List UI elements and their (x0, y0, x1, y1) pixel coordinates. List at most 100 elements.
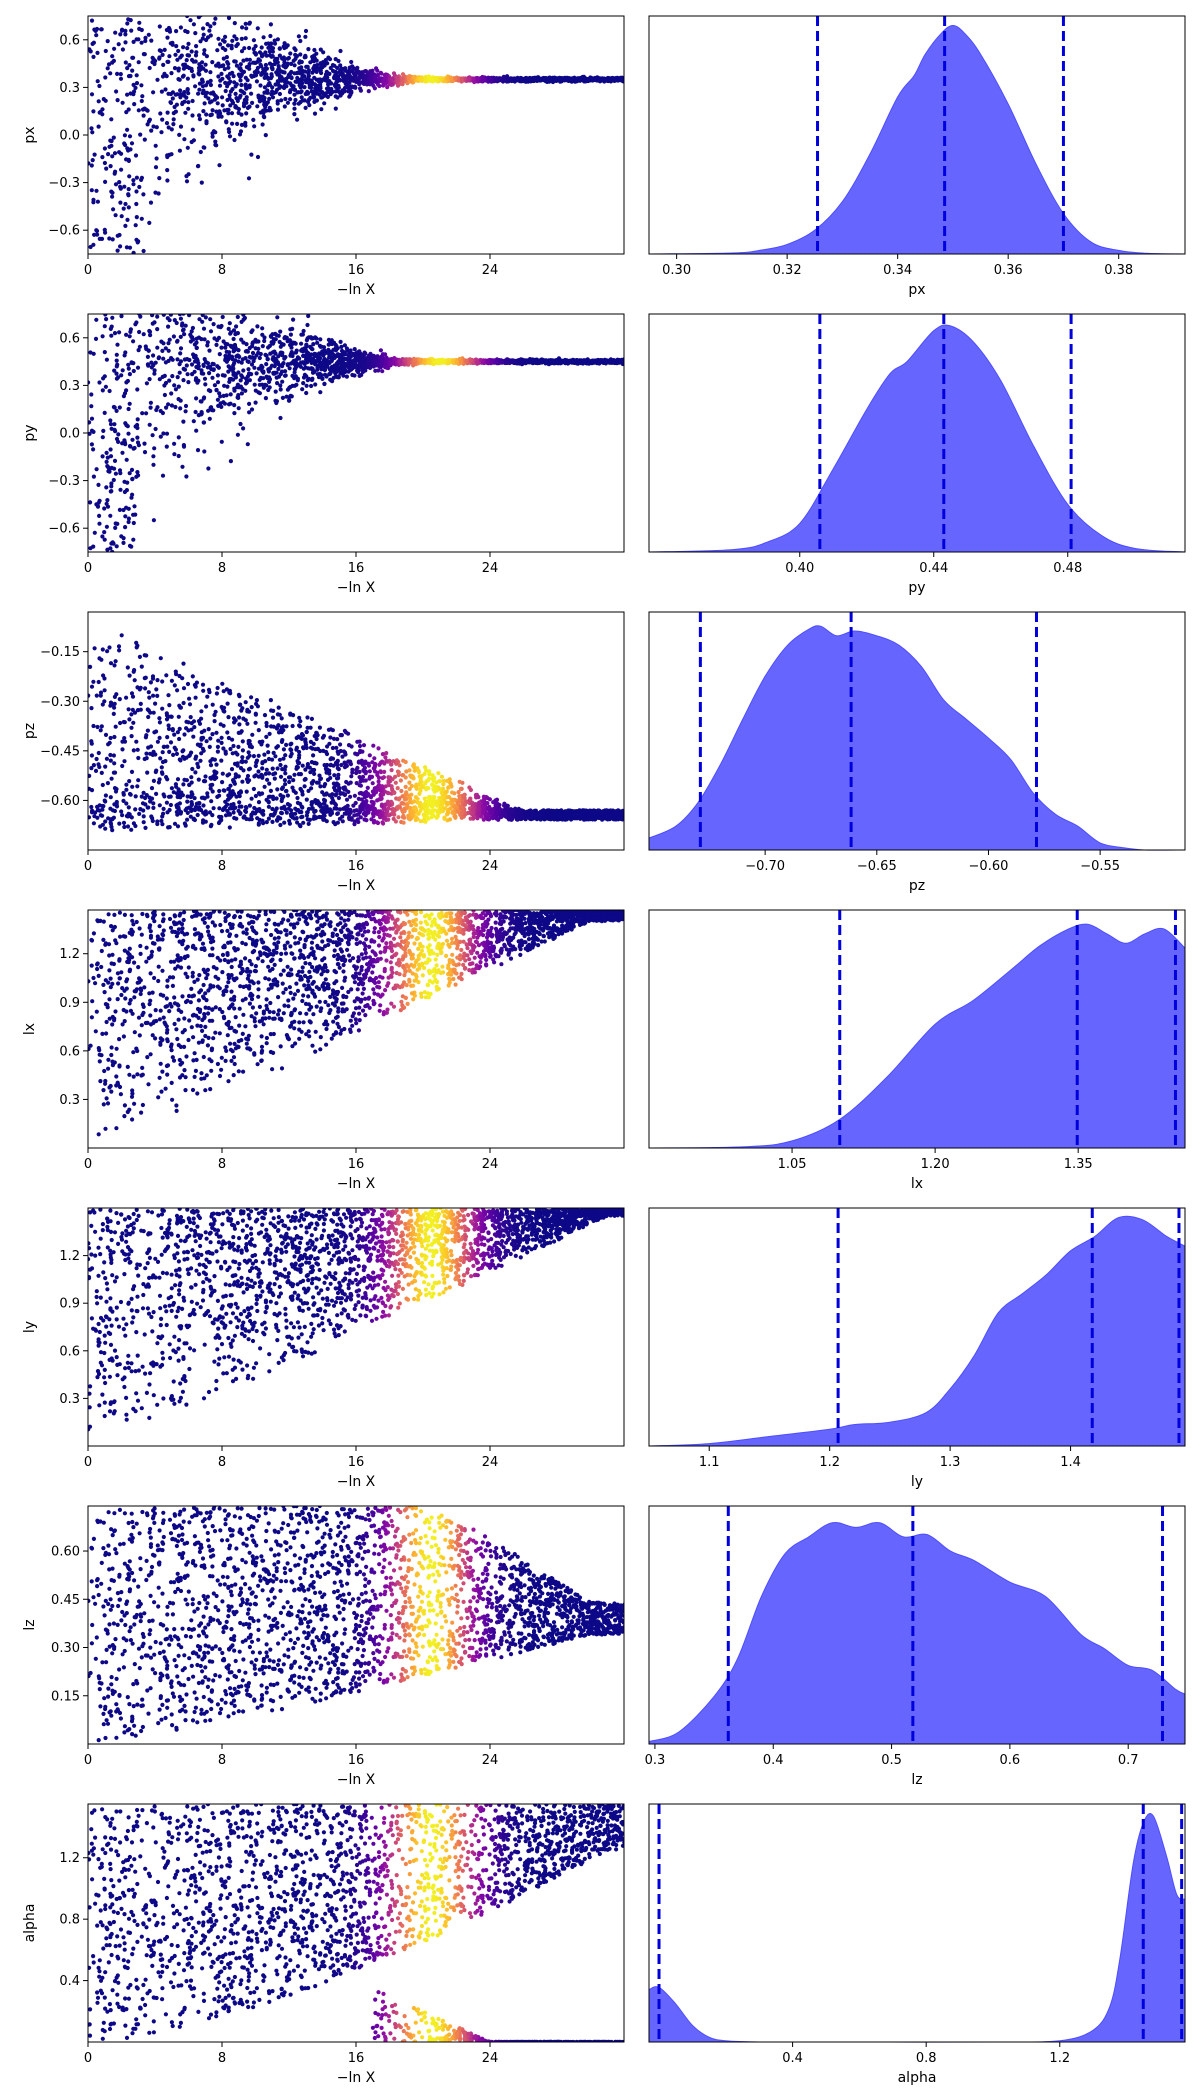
trace-point (270, 46, 276, 51)
trace-point (187, 306, 191, 310)
trace-point (106, 62, 112, 67)
trace-point (147, 0, 151, 4)
trace-point (144, 381, 149, 386)
trace-point (262, 338, 267, 344)
trace-panel-px: 0 8 16 24−0.6−0.30.00.30.6−ln Xpx (22, 0, 634, 298)
trace-point (163, 380, 169, 386)
trace-point (220, 103, 225, 108)
trace-point (204, 112, 209, 117)
trace-point (262, 308, 266, 312)
trace-point (312, 63, 317, 68)
trace-point (243, 349, 248, 354)
trace-point (95, 50, 100, 56)
trace-point (94, 188, 99, 193)
trace-point (208, 82, 213, 88)
trace-point (538, 78, 543, 83)
trace-point (475, 77, 480, 82)
trace-point (303, 53, 308, 58)
trace-point (119, 28, 125, 33)
trace-point (186, 53, 192, 58)
trace-point (342, 343, 347, 348)
trace-point (125, 21, 130, 26)
trace-point (194, 336, 199, 341)
trace-point (251, 38, 256, 43)
trace-point (151, 454, 156, 459)
trace-point (370, 362, 375, 367)
trace-point (529, 78, 534, 83)
trace-point (222, 383, 227, 388)
trace-point (292, 46, 297, 51)
trace-point (156, 355, 162, 360)
trace-point (217, 352, 222, 357)
trace-point (629, 359, 633, 363)
trace-xlabel: −ln X (337, 282, 376, 298)
trace-point (357, 373, 362, 378)
trace-point (108, 418, 113, 423)
trace-point (105, 464, 110, 469)
trace-point (141, 192, 146, 197)
trace-point (213, 139, 218, 144)
trace-point (113, 30, 118, 35)
trace-point (308, 335, 313, 340)
trace-point (121, 540, 126, 546)
trace-point (169, 391, 174, 396)
trace-point (110, 54, 115, 59)
trace-point (121, 206, 126, 211)
trace-point (261, 110, 266, 115)
trace-point (112, 405, 117, 410)
trace-point (225, 384, 230, 389)
trace-point (219, 404, 224, 409)
trace-point (185, 64, 190, 69)
trace-point (374, 66, 379, 71)
trace-point (630, 78, 634, 82)
trace-point (177, 148, 182, 153)
trace-point (197, 113, 202, 118)
trace-point (89, 404, 94, 409)
trace-point (201, 145, 206, 150)
trace-point (586, 76, 591, 82)
trace-points (88, 249, 633, 552)
trace-point (181, 378, 186, 383)
trace-point (298, 100, 303, 105)
trace-point (153, 426, 158, 432)
trace-point (108, 454, 114, 459)
trace-point (291, 317, 296, 322)
trace-point (196, 413, 201, 418)
trace-point (115, 362, 120, 367)
trace-point (627, 359, 631, 363)
trace-point (222, 295, 226, 299)
trace-point (335, 65, 340, 70)
trace-point (236, 370, 241, 375)
trace-point (196, 249, 200, 253)
trace-point (318, 68, 323, 73)
trace-point (293, 52, 298, 58)
trace-point (344, 374, 349, 379)
trace-point (174, 273, 178, 277)
trace-point (299, 341, 304, 346)
trace-point (212, 336, 217, 341)
trace-point (137, 287, 141, 291)
trace-point (89, 416, 95, 421)
trace-point (149, 128, 154, 133)
trace-point (95, 79, 100, 84)
trace-ytick-label: 0.6 (59, 33, 80, 48)
trace-point (176, 48, 181, 54)
trace-point (238, 421, 243, 427)
trace-point (104, 524, 109, 529)
trace-point (135, 387, 140, 392)
trace-point (241, 314, 246, 317)
trace-point (244, 342, 249, 347)
trace-point (126, 519, 131, 525)
trace-point (257, 355, 262, 361)
trace-point (123, 514, 128, 519)
trace-point (286, 55, 291, 61)
trace-point (353, 365, 359, 370)
trace-point (610, 77, 615, 82)
trace-point (629, 78, 633, 82)
trace-point (309, 82, 314, 87)
trace-point (154, 156, 159, 161)
trace-point (249, 152, 254, 157)
trace-point (204, 54, 209, 59)
trace-point (113, 169, 118, 174)
trace-point (240, 25, 245, 30)
